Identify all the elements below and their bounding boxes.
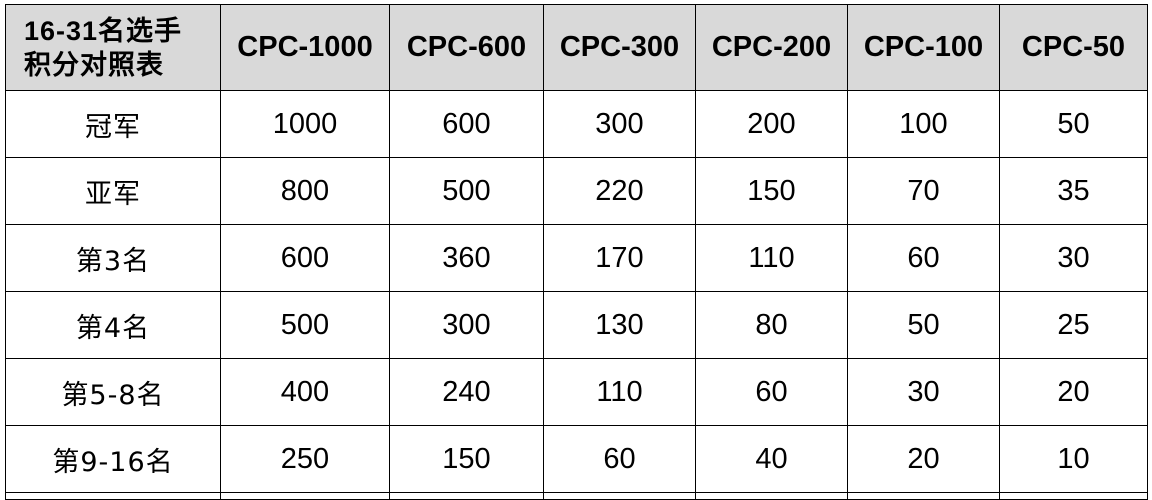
table-row: 第3名 600 360 170 110 60 30 [5, 224, 1148, 292]
rank-cell: 第5-8名 [5, 358, 221, 426]
points-cell: 170 [543, 224, 696, 292]
points-cell: 110 [543, 358, 696, 426]
points-cell: 240 [389, 358, 544, 426]
points-cell: 30 [999, 224, 1148, 292]
rank-cell: 第3名 [5, 224, 221, 292]
points-cell: 400 [220, 358, 390, 426]
points-cell: 35 [999, 157, 1148, 225]
points-cell: 60 [695, 358, 848, 426]
rank-cell: 亚军 [5, 157, 221, 225]
table-row: 第4名 500 300 130 80 50 25 [5, 291, 1148, 359]
table-row: 第9-16名 250 150 60 40 20 10 [5, 425, 1148, 493]
points-cell: 200 [695, 90, 848, 158]
points-cell: 25 [999, 291, 1148, 359]
column-header-cpc-100: CPC-100 [847, 4, 1000, 91]
table-row: 第5-8名 400 240 110 60 30 20 [5, 358, 1148, 426]
points-cell: 10 [999, 425, 1148, 493]
points-cell: 360 [389, 224, 544, 292]
rank-cell: 冠军 [5, 90, 221, 158]
empty-cell [999, 492, 1148, 500]
header-row: 16-31名选手 积分对照表 CPC-1000 CPC-600 CPC-300 … [5, 4, 1148, 91]
points-cell: 800 [220, 157, 390, 225]
empty-cell [847, 492, 1000, 500]
points-cell: 220 [543, 157, 696, 225]
rank-cell: 第4名 [5, 291, 221, 359]
points-cell: 70 [847, 157, 1000, 225]
empty-cell [220, 492, 390, 500]
empty-cell [695, 492, 848, 500]
table-row: 亚军 800 500 220 150 70 35 [5, 157, 1148, 225]
column-header-cpc-300: CPC-300 [543, 4, 696, 91]
points-cell: 600 [220, 224, 390, 292]
points-cell: 20 [999, 358, 1148, 426]
points-cell: 60 [543, 425, 696, 493]
table-row-cutoff [5, 492, 1148, 500]
points-cell: 30 [847, 358, 1000, 426]
points-cell: 1000 [220, 90, 390, 158]
points-cell: 50 [999, 90, 1148, 158]
points-cell: 500 [389, 157, 544, 225]
points-cell: 500 [220, 291, 390, 359]
points-cell: 300 [543, 90, 696, 158]
points-cell: 130 [543, 291, 696, 359]
points-cell: 20 [847, 425, 1000, 493]
points-cell: 110 [695, 224, 848, 292]
empty-cell [543, 492, 696, 500]
points-cell: 150 [695, 157, 848, 225]
table-title-line2: 积分对照表 [24, 49, 164, 80]
table-row: 冠军 1000 600 300 200 100 50 [5, 90, 1148, 158]
points-cell: 150 [389, 425, 544, 493]
table-title-cell: 16-31名选手 积分对照表 [5, 4, 221, 91]
points-table: 16-31名选手 积分对照表 CPC-1000 CPC-600 CPC-300 … [5, 4, 1148, 500]
points-cell: 50 [847, 291, 1000, 359]
column-header-cpc-1000: CPC-1000 [220, 4, 390, 91]
rank-cell: 第9-16名 [5, 425, 221, 493]
empty-cell [5, 492, 221, 500]
points-cell: 80 [695, 291, 848, 359]
column-header-cpc-50: CPC-50 [999, 4, 1148, 91]
table-title-line1: 16-31名选手 [24, 15, 183, 46]
points-cell: 250 [220, 425, 390, 493]
column-header-cpc-600: CPC-600 [389, 4, 544, 91]
column-header-cpc-200: CPC-200 [695, 4, 848, 91]
points-cell: 40 [695, 425, 848, 493]
points-cell: 100 [847, 90, 1000, 158]
points-cell: 300 [389, 291, 544, 359]
empty-cell [389, 492, 544, 500]
points-cell: 60 [847, 224, 1000, 292]
points-cell: 600 [389, 90, 544, 158]
